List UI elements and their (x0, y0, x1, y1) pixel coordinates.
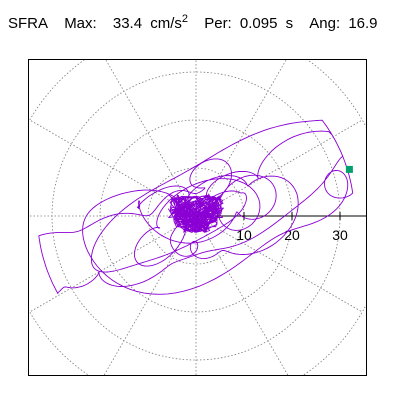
radial-tick-label-3: 30 (332, 227, 348, 243)
max-label: Max: (64, 15, 97, 32)
polar-orbit-plot: 10 20 30 (29, 60, 366, 375)
grid-spoke-6 (29, 119, 197, 217)
max-value: 33.4 (112, 15, 143, 32)
response-header: SFRA Max: 33.4 cm/s2 Per: 0.095 s Ang: 1… (8, 13, 378, 37)
grid-spoke-2 (195, 119, 363, 217)
peak-marker (345, 165, 353, 173)
orbit-trace (38, 119, 354, 295)
grid-spoke-5 (105, 60, 197, 217)
grid-spoke-8 (29, 215, 197, 313)
per-unit: s (285, 15, 294, 32)
grid-spoke-11 (195, 215, 289, 375)
per-label: Per: (204, 15, 232, 32)
ang-value: 16.9 (348, 15, 378, 32)
grid-spoke-12 (195, 215, 363, 313)
per-value: 0.095 (239, 15, 278, 32)
component-label: SFRA (8, 15, 49, 32)
radial-tick-label-2: 20 (284, 227, 300, 243)
plot-frame: 10 20 30 (28, 59, 367, 376)
ang-label: Ang: (309, 15, 341, 32)
max-unit: cm/s (150, 15, 182, 32)
grid-spoke-3 (195, 60, 287, 217)
radial-tick-label-1: 10 (236, 227, 252, 243)
max-unit-exponent: 2 (181, 13, 189, 25)
